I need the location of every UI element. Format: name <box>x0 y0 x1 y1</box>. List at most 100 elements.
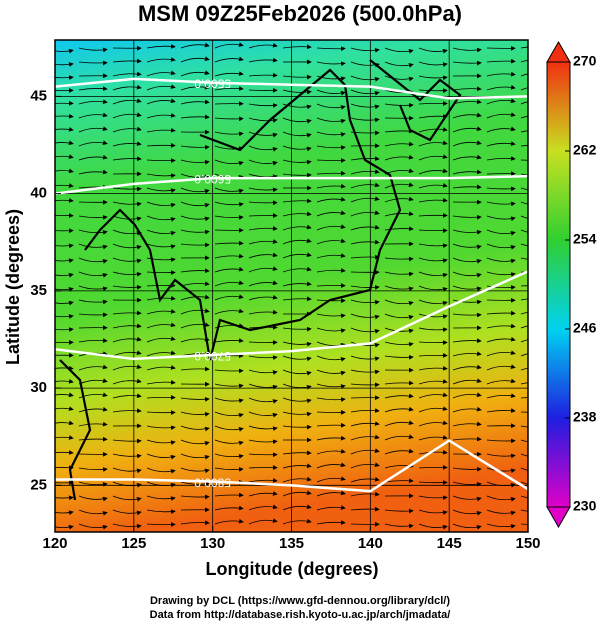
streamline <box>520 397 528 399</box>
streamline <box>146 142 176 148</box>
y-tick-label: 40 <box>30 185 47 202</box>
streamline <box>418 183 448 189</box>
streamline <box>282 172 312 178</box>
streamline <box>214 467 244 472</box>
streamline <box>214 86 244 91</box>
streamline <box>282 518 312 525</box>
streamline <box>486 467 516 474</box>
streamline <box>418 465 448 470</box>
colorbar-tick-label: 254 <box>573 231 597 247</box>
streamline <box>146 57 176 63</box>
streamline <box>282 397 312 404</box>
streamline <box>248 280 278 287</box>
streamline <box>112 284 142 290</box>
streamline <box>486 71 516 77</box>
streamline <box>350 434 380 441</box>
streamline <box>112 378 142 385</box>
streamline <box>316 520 346 525</box>
streamline <box>214 368 244 374</box>
streamline <box>520 523 528 525</box>
streamline <box>282 281 312 287</box>
streamline <box>520 298 528 301</box>
streamline <box>350 196 380 203</box>
streamline <box>55 62 74 67</box>
streamline <box>146 350 176 357</box>
streamline <box>214 425 244 432</box>
streamline <box>248 239 278 245</box>
streamline <box>418 327 448 333</box>
streamline <box>350 130 380 136</box>
streamline <box>316 341 346 348</box>
streamline <box>418 523 448 530</box>
streamline <box>214 116 244 122</box>
streamline <box>520 173 528 176</box>
streamline <box>248 518 278 525</box>
streamline <box>384 380 414 386</box>
streamline <box>520 367 528 371</box>
streamline <box>520 453 528 457</box>
streamline <box>248 145 278 152</box>
x-tick-label: 145 <box>437 535 462 552</box>
streamline <box>418 406 448 413</box>
streamline <box>146 70 176 77</box>
streamline <box>214 201 244 207</box>
streamline <box>180 494 210 500</box>
streamline <box>55 480 74 486</box>
streamline <box>78 392 108 399</box>
streamline <box>78 467 108 472</box>
streamline <box>214 240 244 246</box>
streamline <box>452 285 482 292</box>
streamline <box>486 336 516 343</box>
streamline <box>350 313 380 320</box>
streamline <box>78 60 108 66</box>
streamline <box>248 57 278 63</box>
streamline <box>452 86 482 92</box>
streamline <box>180 173 210 180</box>
streamline <box>316 196 346 203</box>
contour-line <box>55 174 528 195</box>
x-tick-label: 130 <box>200 535 225 552</box>
streamline <box>282 476 312 483</box>
streamline <box>146 215 176 222</box>
streamline <box>316 238 346 245</box>
streamline <box>486 156 516 161</box>
streamline <box>112 243 142 250</box>
streamline <box>282 198 312 204</box>
streamline <box>486 186 516 192</box>
streamline <box>282 117 312 124</box>
streamline <box>282 424 312 430</box>
streamline <box>316 369 346 376</box>
streamline <box>452 421 482 427</box>
streamline <box>180 439 210 446</box>
streamline <box>452 140 482 147</box>
streamline <box>112 257 142 264</box>
streamline <box>78 509 108 516</box>
y-axis-label: Latitude (degrees) <box>3 209 23 365</box>
streamline <box>384 354 414 360</box>
streamline <box>384 313 414 320</box>
streamline <box>520 353 528 357</box>
streamline <box>146 322 176 329</box>
streamline <box>520 115 528 119</box>
streamline <box>78 338 108 343</box>
streamline <box>418 154 448 161</box>
streamline <box>316 383 346 389</box>
streamline <box>316 210 346 217</box>
x-tick-label: 135 <box>279 535 304 552</box>
streamline <box>282 450 312 456</box>
streamline <box>78 215 108 220</box>
streamline <box>55 140 74 146</box>
streamline <box>486 350 516 357</box>
streamline <box>316 476 346 483</box>
streamline <box>78 112 108 119</box>
streamline <box>316 183 346 189</box>
streamline <box>486 408 516 413</box>
streamline <box>248 294 278 301</box>
streamline <box>146 257 176 263</box>
streamline <box>214 439 244 446</box>
streamline <box>282 74 312 80</box>
streamline <box>418 509 448 515</box>
streamline <box>452 47 482 53</box>
streamline <box>112 126 142 133</box>
